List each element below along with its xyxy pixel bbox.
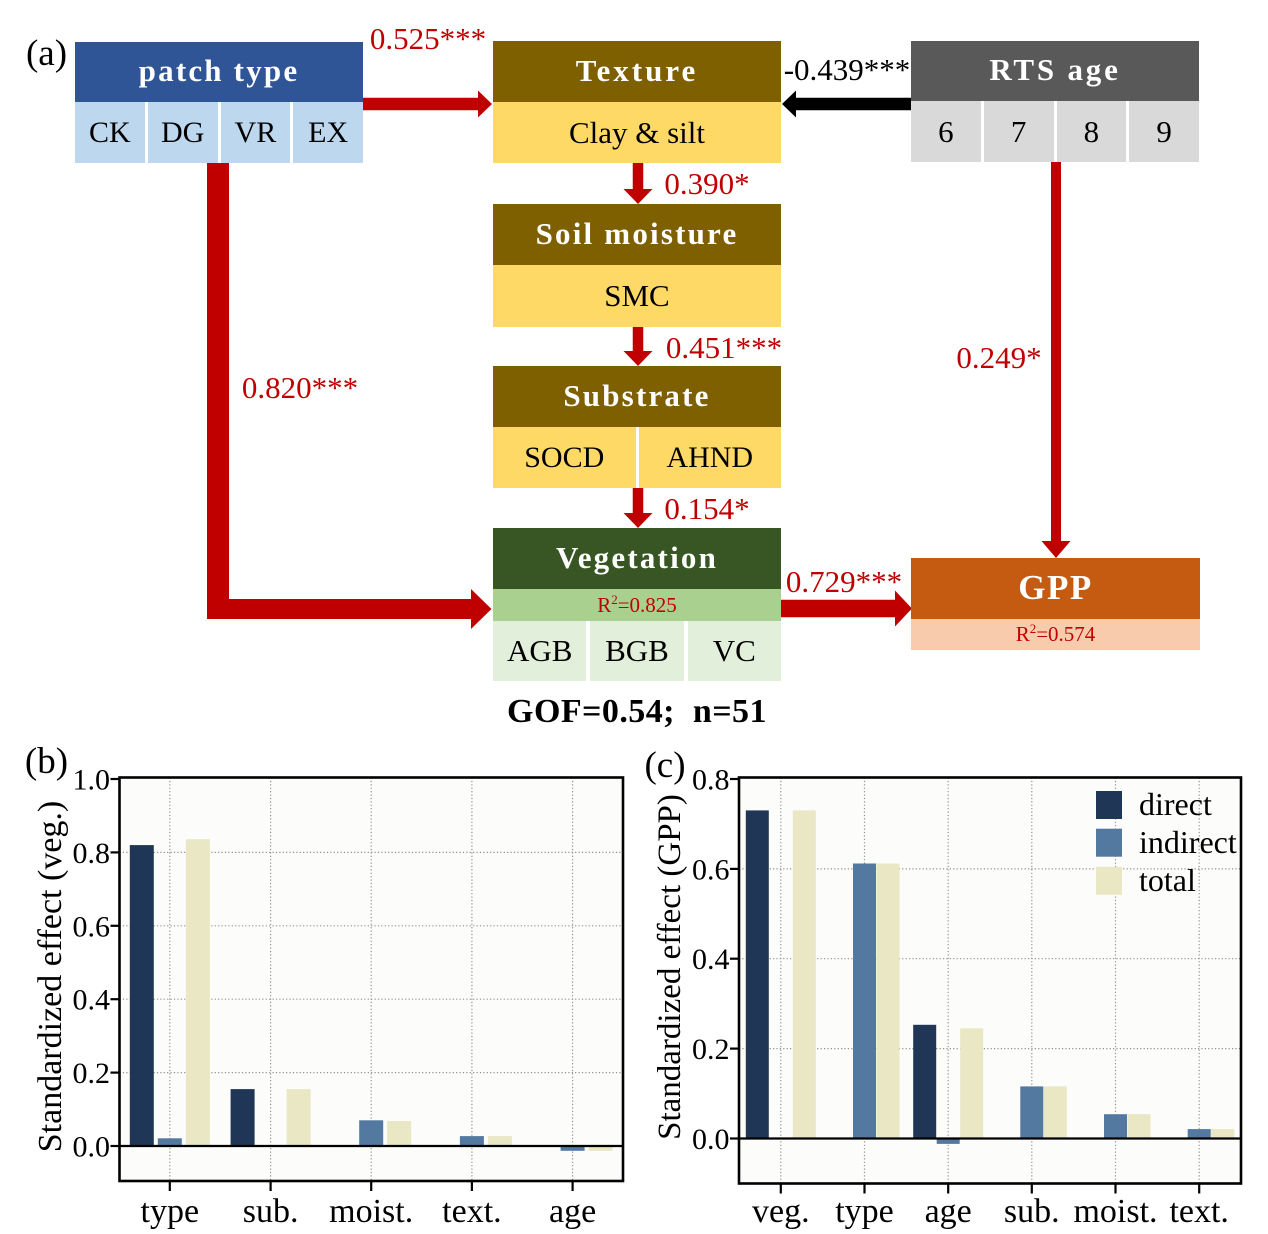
svg-text:moist.: moist. [329,1193,413,1230]
svg-text:moist.: moist. [1073,1193,1157,1230]
svg-text:age: age [925,1193,972,1230]
svg-text:0.2: 0.2 [692,1033,730,1066]
svg-text:age: age [549,1193,596,1230]
svg-text:type: type [835,1193,894,1230]
svg-text:sub.: sub. [1004,1193,1060,1230]
svg-text:0.6: 0.6 [73,910,111,943]
svg-text:veg.: veg. [752,1193,810,1230]
svg-text:direct: direct [1139,786,1212,822]
svg-text:0.2: 0.2 [73,1057,111,1090]
svg-text:0.8: 0.8 [692,764,730,797]
svg-text:0.4: 0.4 [73,984,111,1017]
svg-text:total: total [1139,862,1196,898]
svg-text:text.: text. [442,1193,501,1230]
svg-text:0.4: 0.4 [692,943,730,976]
svg-text:0.0: 0.0 [692,1123,730,1156]
svg-text:1.0: 1.0 [73,764,111,797]
svg-text:type: type [141,1193,200,1230]
svg-text:0.8: 0.8 [73,837,111,870]
svg-text:indirect: indirect [1139,824,1237,860]
svg-text:text.: text. [1169,1193,1228,1230]
svg-text:Standardized effect (veg.): Standardized effect (veg.) [32,801,69,1152]
svg-text:0.0: 0.0 [73,1131,111,1164]
svg-text:sub.: sub. [243,1193,299,1230]
svg-text:Standardized effect (GPP): Standardized effect (GPP) [652,794,688,1140]
svg-text:0.6: 0.6 [692,853,730,886]
